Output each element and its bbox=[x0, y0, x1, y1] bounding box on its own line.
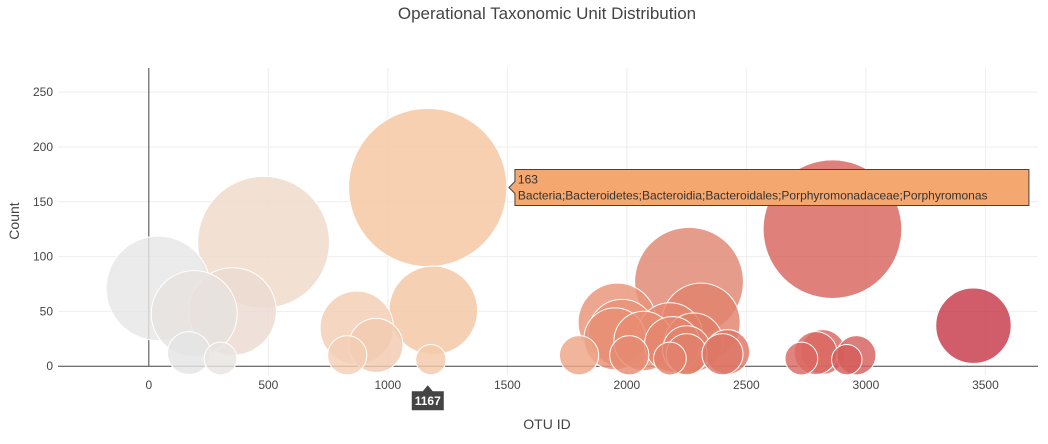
x-tick-label: 1500 bbox=[494, 378, 521, 392]
hover-value: 163 bbox=[518, 173, 538, 187]
bubble-series[interactable] bbox=[105, 107, 1012, 376]
y-tick-label: 0 bbox=[46, 359, 53, 373]
x-tick-label: 500 bbox=[258, 378, 278, 392]
bubble-point[interactable] bbox=[348, 107, 508, 268]
y-tick-label: 50 bbox=[40, 304, 54, 318]
x-tick-label: 3000 bbox=[853, 378, 880, 392]
y-tick-label: 250 bbox=[33, 85, 53, 99]
x-tick-label: 2500 bbox=[733, 378, 760, 392]
tick-labels: 0 500 1000 1500 2000 2500 3000 3500 0 50 100 150 200… bbox=[33, 85, 999, 392]
x-spike-box bbox=[411, 385, 444, 411]
bubble-point[interactable] bbox=[415, 343, 447, 376]
x-spike-value: 1167 bbox=[415, 394, 441, 408]
x-spike-label: 1167 bbox=[411, 385, 444, 411]
chart-title: Operational Taxonomic Unit Distribution bbox=[398, 4, 696, 23]
y-tick-label: 150 bbox=[33, 195, 53, 209]
x-tick-label: 0 bbox=[145, 378, 152, 392]
bubble-point[interactable] bbox=[609, 335, 650, 376]
bubble-point[interactable] bbox=[701, 333, 744, 376]
bubble-point[interactable] bbox=[203, 341, 238, 376]
bubble-point[interactable] bbox=[327, 335, 368, 376]
bubble-point[interactable] bbox=[831, 343, 863, 376]
bubble-point[interactable] bbox=[558, 335, 600, 376]
x-tick-label: 2000 bbox=[614, 378, 641, 392]
y-tick-label: 200 bbox=[33, 140, 53, 154]
hover-taxonomy-label: Bacteria;Bacteroidetes;Bacteroidia;Bacte… bbox=[518, 189, 988, 203]
hover-label-box bbox=[508, 169, 1030, 207]
x-axis-label: OTU ID bbox=[523, 416, 570, 432]
x-tick-label: 1000 bbox=[375, 378, 402, 392]
bubble-point[interactable] bbox=[652, 341, 687, 376]
bubble-point[interactable] bbox=[935, 287, 1012, 364]
y-axis-label: Count bbox=[6, 202, 22, 239]
bubble-point[interactable] bbox=[167, 331, 211, 376]
bubble-point[interactable] bbox=[784, 341, 819, 376]
x-tick-label: 3500 bbox=[972, 378, 999, 392]
hover-tooltip: 163 Bacteria;Bacteroidetes;Bacteroidia;B… bbox=[508, 169, 1030, 207]
y-tick-label: 100 bbox=[33, 250, 53, 264]
